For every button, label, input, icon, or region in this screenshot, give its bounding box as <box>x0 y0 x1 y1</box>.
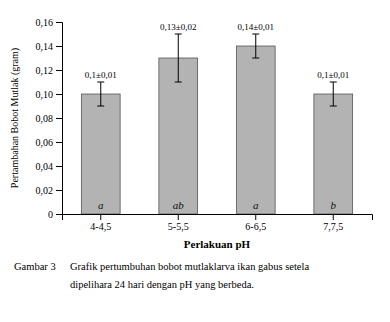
bar-letter: b <box>331 199 337 211</box>
y-tick: 0,12 <box>36 65 63 76</box>
y-axis-title: Pertambahan Bobot Mutlak (gram) <box>9 48 21 188</box>
y-tick-mark <box>56 94 62 95</box>
y-tick-label: 0,02 <box>36 185 54 196</box>
caption-line: dipelihara 24 hari dengan pH yang berbed… <box>70 279 254 290</box>
y-tick-mark <box>56 142 62 143</box>
y-tick: 0,14 <box>36 41 63 52</box>
error-bar <box>252 34 259 58</box>
data-label: 0,13±0,02 <box>160 22 196 32</box>
caption-line: Grafik pertumbuhan bobot mutlaklarva ika… <box>70 261 309 272</box>
x-tick-label: 4-4,5 <box>90 221 111 232</box>
y-tick-label: 0,08 <box>36 113 54 124</box>
bar-letter: ab <box>173 199 185 211</box>
y-tick-mark <box>56 22 62 23</box>
error-bar <box>97 82 104 106</box>
error-bar <box>330 82 337 106</box>
y-tick-label: 0,06 <box>36 137 54 148</box>
data-label: 0,1±0,01 <box>317 70 349 80</box>
bar-letter: a <box>98 199 104 211</box>
x-tick-mark <box>178 214 179 220</box>
y-axis-line <box>56 23 63 215</box>
chart: 0 0,02 0,04 0,06 0,08 0,10 0,12 0,14 0,16 4-4,5 5-… <box>0 0 390 322</box>
y-tick-mark <box>56 70 62 71</box>
y-axis: 0 0,02 0,04 0,06 0,08 0,10 0,12 0,14 0,16 <box>36 17 63 220</box>
y-tick-label: 0 <box>48 209 53 220</box>
error-bar-stem <box>100 82 101 106</box>
data-label: 0,1±0,01 <box>85 70 117 80</box>
bar <box>236 46 275 214</box>
error-bar-cap <box>330 82 337 83</box>
x-tick-mark <box>333 214 334 220</box>
error-bar-cap <box>97 106 104 107</box>
x-tick-mark <box>100 214 101 220</box>
error-bar <box>175 34 182 82</box>
y-tick-label: 0,12 <box>36 65 54 76</box>
error-bar-cap <box>252 34 259 35</box>
y-tick: 0,10 <box>36 89 63 100</box>
y-tick: 0,06 <box>36 137 63 148</box>
error-bar-cap <box>97 82 104 83</box>
error-bar-cap <box>175 82 182 83</box>
x-axis-line <box>63 215 373 221</box>
x-tick-label: 5-5,5 <box>168 221 189 232</box>
labels: 0,1±0,010,13±0,020,14±0,010,1±0,01aabab <box>85 22 349 211</box>
y-tick-mark <box>56 46 62 47</box>
caption-label: Gambar 3 <box>14 261 56 272</box>
x-tick-label: 7,7,5 <box>323 221 343 232</box>
y-tick-mark <box>56 166 62 167</box>
y-tick-mark <box>56 214 62 215</box>
bar <box>81 94 120 214</box>
error-bar-cap <box>252 58 259 59</box>
plot: 0 0,02 0,04 0,06 0,08 0,10 0,12 0,14 0,16 4-4,5 5-… <box>9 17 373 250</box>
bar <box>314 94 353 214</box>
y-tick-label: 0,04 <box>36 161 54 172</box>
error-bar-cap <box>175 34 182 35</box>
y-tick-mark <box>56 118 62 119</box>
x-tick: 6-6,5 <box>245 214 266 232</box>
x-tick-label: 6-6,5 <box>245 221 266 232</box>
y-tick: 0,02 <box>36 185 63 196</box>
x-axis: 4-4,5 5-5,5 6-6,5 7,7,5 <box>63 214 373 232</box>
y-tick: 0,08 <box>36 113 63 124</box>
data-label: 0,14±0,01 <box>238 22 274 32</box>
x-tick-mark <box>255 214 256 220</box>
marks <box>81 34 352 214</box>
error-bar-stem <box>255 34 256 58</box>
error-bar-stem <box>178 34 179 82</box>
x-tick: 7,7,5 <box>323 214 343 232</box>
y-tick: 0 <box>48 209 62 220</box>
error-bar-stem <box>333 82 334 106</box>
x-axis-title: Perlakuan pH <box>184 238 251 250</box>
y-tick-mark <box>56 190 62 191</box>
y-tick: 0,04 <box>36 161 63 172</box>
y-tick-label: 0,16 <box>36 17 54 28</box>
y-tick-label: 0,14 <box>36 41 54 52</box>
x-tick: 5-5,5 <box>168 214 189 232</box>
x-tick: 4-4,5 <box>90 214 111 232</box>
y-tick: 0,16 <box>36 17 63 28</box>
error-bar-cap <box>330 106 337 107</box>
bar-letter: a <box>253 199 259 211</box>
y-tick-label: 0,10 <box>36 89 54 100</box>
